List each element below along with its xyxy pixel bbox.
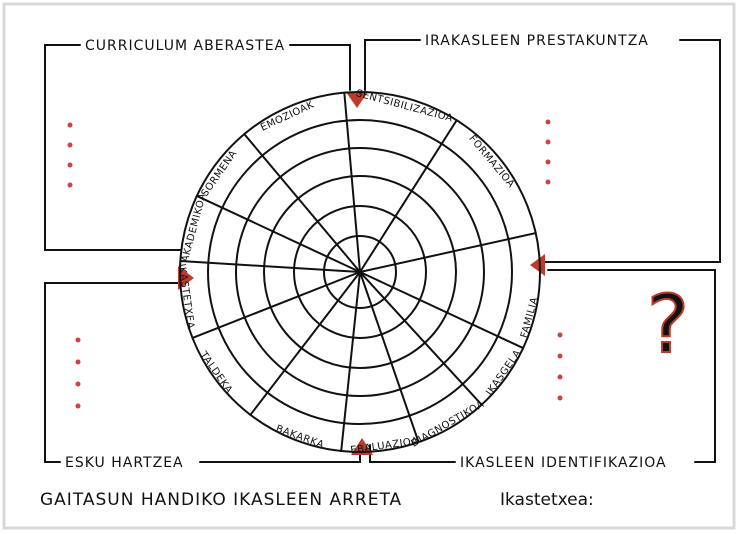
quadrant-label: IKASLEEN IDENTIFIKAZIOA xyxy=(460,455,667,471)
question-mark: ? xyxy=(647,278,689,371)
quadrant-label: CURRICULUM ABERASTEA xyxy=(85,38,285,54)
footer-school: Ikastetxea: xyxy=(500,490,594,510)
quadrant-label: ESKU HARTZEA xyxy=(65,455,184,471)
worksheet: CURRICULUM ABERASTEA IRAKASLEEN PRESTAKU… xyxy=(0,0,740,534)
footer-title: GAITASUN HANDIKO IKASLEEN ARRETA xyxy=(40,490,402,510)
quadrant-label: IRAKASLEEN PRESTAKUNTZA xyxy=(425,33,649,49)
